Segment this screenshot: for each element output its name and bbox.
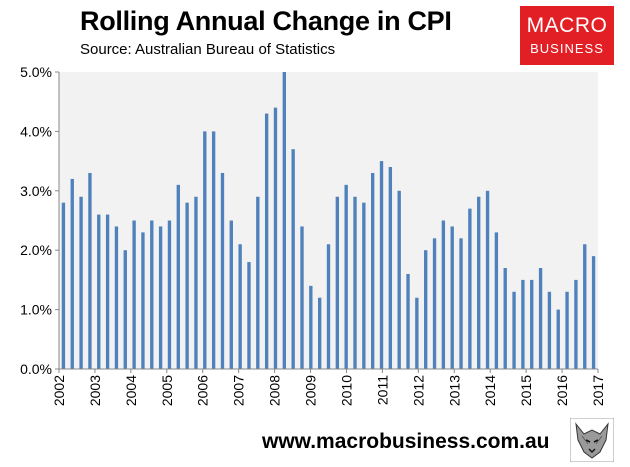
bar-38 <box>397 190 401 369</box>
bar-40 <box>415 297 419 369</box>
macrobusiness-logo: MACRO BUSINESS <box>520 6 614 65</box>
bar-49 <box>494 232 499 369</box>
x-tick-label: 2014 <box>482 375 498 406</box>
bar-39 <box>406 273 410 369</box>
bar-46 <box>468 208 472 369</box>
bar-31 <box>335 196 340 369</box>
bar-59 <box>583 244 587 369</box>
bar-16 <box>203 131 207 369</box>
bar-55 <box>547 291 552 369</box>
x-tick-label: 2010 <box>338 375 354 406</box>
y-tick-label: 1.0% <box>20 302 52 318</box>
bar-57 <box>565 291 569 369</box>
bar-19 <box>229 220 233 369</box>
x-tick-label: 2006 <box>195 375 211 406</box>
bar-6 <box>114 226 119 369</box>
x-tick-label: 2007 <box>231 375 247 406</box>
y-tick-label: 3.0% <box>20 183 52 199</box>
bar-5 <box>105 214 110 369</box>
x-tick-label: 2016 <box>554 375 570 406</box>
bar-29 <box>317 297 322 369</box>
x-tick-label: 2008 <box>267 375 283 406</box>
bar-13 <box>176 184 180 369</box>
bar-22 <box>256 196 260 369</box>
y-tick-label: 4.0% <box>20 123 52 139</box>
chart-title: Rolling Annual Change in CPI <box>80 6 452 36</box>
bar-17 <box>211 131 216 369</box>
bar-51 <box>512 291 516 369</box>
bar-54 <box>538 268 543 369</box>
bar-14 <box>185 202 189 369</box>
x-tick-label: 2004 <box>123 375 139 406</box>
bar-47 <box>477 196 481 369</box>
bar-41 <box>424 250 428 369</box>
x-tick-label: 2015 <box>518 375 534 406</box>
bar-11 <box>158 226 163 369</box>
y-tick-label: 2.0% <box>20 242 52 258</box>
bar-8 <box>132 220 136 369</box>
bar-15 <box>194 196 198 369</box>
bar-50 <box>503 268 507 369</box>
bar-2 <box>79 196 83 369</box>
bar-36 <box>379 161 384 369</box>
bar-0 <box>61 202 66 369</box>
bar-7 <box>123 250 127 369</box>
bar-3 <box>88 172 92 369</box>
bar-43 <box>441 220 446 369</box>
footer-website-url: www.macrobusiness.com.au <box>262 430 550 453</box>
bar-series <box>61 72 596 369</box>
bar-10 <box>150 220 154 369</box>
bar-52 <box>521 279 525 369</box>
bar-24 <box>273 107 278 369</box>
x-tick-label: 2013 <box>446 375 462 406</box>
y-axis: 0.0% 1.0% 2.0% 3.0% 4.0% 5.0% <box>20 64 60 377</box>
bar-35 <box>371 172 375 369</box>
bar-26 <box>291 149 295 369</box>
x-tick-label: 2003 <box>87 375 103 406</box>
y-tick-label: 5.0% <box>20 64 52 80</box>
bar-53 <box>530 279 534 369</box>
bar-58 <box>574 279 578 369</box>
x-tick-label: 2005 <box>159 375 175 406</box>
bar-20 <box>238 244 242 369</box>
x-tick-label: 2017 <box>590 375 606 406</box>
bar-45 <box>459 238 463 369</box>
y-tick-label: 0.0% <box>20 361 52 377</box>
bar-1 <box>70 178 74 369</box>
x-tick-label: 2009 <box>303 375 319 406</box>
bar-21 <box>247 262 251 369</box>
bar-28 <box>309 285 313 369</box>
bar-30 <box>326 244 331 369</box>
logo-line-business: BUSINESS <box>530 41 604 56</box>
x-tick-label: 2011 <box>374 375 390 405</box>
bar-33 <box>353 196 357 369</box>
chart-subtitle: Source: Australian Bureau of Statistics <box>80 41 336 58</box>
bar-18 <box>220 172 225 369</box>
bar-12 <box>167 220 172 369</box>
bar-9 <box>141 232 145 369</box>
x-axis: 2002 2003 2004 2005 2006 2007 2008 2009 2010 2011… <box>51 368 606 406</box>
wolf-logo-icon <box>570 418 614 462</box>
bar-34 <box>362 202 366 369</box>
bar-48 <box>485 190 490 369</box>
logo-line-macro: MACRO <box>526 14 608 37</box>
bar-44 <box>450 226 454 369</box>
bar-37 <box>388 167 393 369</box>
bar-32 <box>344 184 348 369</box>
bar-23 <box>264 113 269 369</box>
bar-56 <box>556 309 560 369</box>
x-tick-label: 2012 <box>410 375 426 406</box>
bar-4 <box>97 214 101 369</box>
bar-25 <box>282 72 286 369</box>
bar-27 <box>300 226 304 369</box>
bar-60 <box>591 256 596 369</box>
bar-42 <box>432 238 437 369</box>
x-tick-label: 2002 <box>51 375 67 406</box>
